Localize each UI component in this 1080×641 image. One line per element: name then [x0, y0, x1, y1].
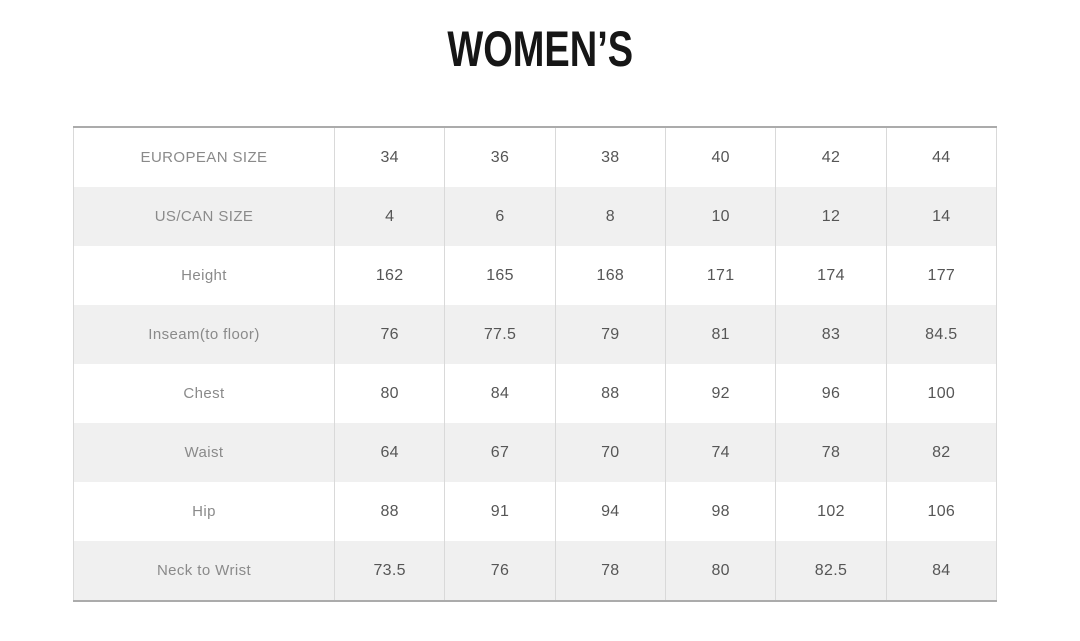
- cell-value: 106: [886, 482, 997, 541]
- cell-value: 64: [334, 423, 446, 482]
- cell-value: 44: [886, 127, 997, 187]
- row-label: Hip: [73, 482, 335, 541]
- cell-value: 36: [444, 127, 556, 187]
- cell-value: 74: [665, 423, 777, 482]
- cell-value: 40: [665, 127, 777, 187]
- cell-value: 38: [555, 127, 666, 187]
- cell-value: 76: [444, 541, 556, 601]
- table-row: Chest 80 84 88 92 96 100: [73, 364, 997, 423]
- size-chart-table: EUROPEAN SIZE 34 36 38 40 42 44 US/CAN S…: [73, 126, 997, 602]
- row-label: Neck to Wrist: [73, 541, 335, 601]
- cell-value: 92: [665, 364, 777, 423]
- cell-value: 34: [334, 127, 446, 187]
- table-row: EUROPEAN SIZE 34 36 38 40 42 44: [73, 127, 997, 187]
- table-row: US/CAN SIZE 4 6 8 10 12 14: [73, 187, 997, 246]
- cell-value: 88: [555, 364, 666, 423]
- cell-value: 84.5: [886, 305, 997, 364]
- cell-value: 73.5: [334, 541, 446, 601]
- row-label: Waist: [73, 423, 335, 482]
- cell-value: 98: [665, 482, 777, 541]
- cell-value: 12: [775, 187, 887, 246]
- cell-value: 177: [886, 246, 997, 305]
- cell-value: 42: [775, 127, 887, 187]
- page-title: WOMEN’S: [0, 0, 1080, 74]
- cell-value: 88: [334, 482, 446, 541]
- cell-value: 94: [555, 482, 666, 541]
- cell-value: 84: [886, 541, 997, 601]
- cell-value: 78: [775, 423, 887, 482]
- row-label: US/CAN SIZE: [73, 187, 335, 246]
- row-label: Chest: [73, 364, 335, 423]
- cell-value: 82: [886, 423, 997, 482]
- row-label: Height: [73, 246, 335, 305]
- cell-value: 67: [444, 423, 556, 482]
- table-row: Neck to Wrist 73.5 76 78 80 82.5 84: [73, 541, 997, 601]
- cell-value: 83: [775, 305, 887, 364]
- cell-value: 80: [665, 541, 777, 601]
- cell-value: 70: [555, 423, 666, 482]
- row-label: Inseam(to floor): [73, 305, 335, 364]
- table-row: Hip 88 91 94 98 102 106: [73, 482, 997, 541]
- table-row: Inseam(to floor) 76 77.5 79 81 83 84.5: [73, 305, 997, 364]
- row-label: EUROPEAN SIZE: [73, 127, 335, 187]
- cell-value: 77.5: [444, 305, 556, 364]
- table-row: Waist 64 67 70 74 78 82: [73, 423, 997, 482]
- cell-value: 10: [665, 187, 777, 246]
- cell-value: 14: [886, 187, 997, 246]
- cell-value: 174: [775, 246, 887, 305]
- cell-value: 96: [775, 364, 887, 423]
- cell-value: 80: [334, 364, 446, 423]
- cell-value: 78: [555, 541, 666, 601]
- cell-value: 100: [886, 364, 997, 423]
- cell-value: 91: [444, 482, 556, 541]
- cell-value: 162: [334, 246, 446, 305]
- cell-value: 6: [444, 187, 556, 246]
- cell-value: 102: [775, 482, 887, 541]
- cell-value: 8: [555, 187, 666, 246]
- cell-value: 165: [444, 246, 556, 305]
- cell-value: 84: [444, 364, 556, 423]
- page-title-text: WOMEN’S: [447, 21, 633, 77]
- table-row: Height 162 165 168 171 174 177: [73, 246, 997, 305]
- cell-value: 82.5: [775, 541, 887, 601]
- cell-value: 79: [555, 305, 666, 364]
- cell-value: 168: [555, 246, 666, 305]
- cell-value: 81: [665, 305, 777, 364]
- cell-value: 171: [665, 246, 777, 305]
- cell-value: 4: [334, 187, 446, 246]
- cell-value: 76: [334, 305, 446, 364]
